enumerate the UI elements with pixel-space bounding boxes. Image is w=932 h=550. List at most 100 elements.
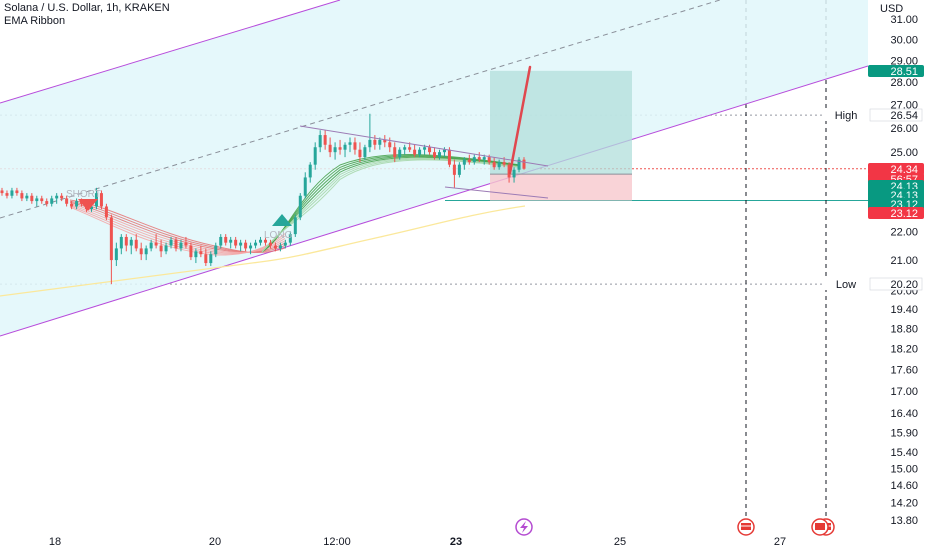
price-tick-label: 13.80: [890, 515, 918, 527]
candle-body: [333, 147, 337, 153]
price-label-bg: [868, 207, 924, 219]
level-tag-bg: [824, 109, 868, 121]
candle-body: [303, 177, 307, 196]
position-zones: [490, 70, 632, 201]
currency-label: USD: [880, 3, 903, 15]
price-tick-label: 15.90: [890, 427, 918, 439]
long-signal-label: LONG: [264, 230, 293, 241]
price-tick-label: 14.60: [890, 480, 918, 492]
price-label-bg: [869, 277, 923, 291]
candle-body: [50, 198, 54, 204]
price-tick-label: 17.60: [890, 364, 918, 376]
candle-body: [313, 147, 317, 165]
candle-body: [353, 142, 357, 150]
candle-body: [423, 147, 427, 150]
channel-lower-line: [0, 65, 869, 337]
candle-body: [209, 254, 213, 264]
time-tick-label: 23: [450, 536, 462, 548]
candle-body: [457, 164, 461, 175]
price-tick-label: 17.00: [890, 386, 918, 398]
lightning-bolt-icon: [520, 521, 528, 533]
candle-body: [0, 190, 4, 194]
candle-body: [437, 152, 441, 158]
price-tick-label: 30.00: [890, 34, 918, 46]
candle-body: [348, 142, 352, 145]
price-label: 26.54: [890, 110, 918, 122]
short-signal-label: SHORT: [66, 189, 101, 200]
short-signal-marker: [78, 199, 98, 211]
candle-body: [462, 159, 466, 165]
candle-body: [328, 144, 332, 153]
candle-body: [343, 144, 347, 150]
candle-body: [263, 239, 267, 243]
price-tick-label: 18.20: [890, 344, 918, 356]
time-tick-label: 27: [774, 536, 786, 548]
candle-body: [378, 139, 382, 145]
channel-upper-line: [0, 0, 341, 104]
candle-body: [199, 251, 203, 255]
candle-body: [472, 157, 476, 163]
price-tick-label: 16.40: [890, 408, 918, 420]
candle-body: [169, 239, 173, 246]
stop-zone: [490, 174, 632, 201]
candle-body: [15, 190, 19, 194]
candle-body: [249, 245, 253, 249]
time-tick-label: 12:00: [323, 536, 351, 548]
time-axis: 18 20 12:00 23 25 27: [0, 518, 932, 550]
resistance-line: [299, 125, 549, 167]
candle-body: [318, 135, 322, 148]
candle-body: [522, 159, 526, 169]
long-signal-marker: [272, 214, 292, 226]
candle-body: [388, 142, 392, 148]
candle-body: [20, 193, 24, 199]
candle-body: [70, 203, 74, 207]
candle-body: [159, 245, 163, 252]
candle-body: [189, 245, 193, 258]
candle-body: [60, 195, 64, 199]
price-axis-bg: [868, 0, 932, 550]
target-zone: [490, 70, 632, 175]
price-tick-label: 26.00: [890, 123, 918, 135]
candle-body: [65, 198, 69, 204]
candle-body: [487, 157, 491, 163]
candle-body: [254, 242, 258, 246]
projection-arrow: [508, 65, 532, 175]
time-tick-label: 25: [614, 536, 626, 548]
candle-body: [418, 149, 422, 155]
candle-body: [288, 234, 292, 243]
candle-body: [154, 242, 158, 246]
candle-body: [268, 242, 272, 246]
candle-body: [477, 157, 481, 160]
candle-body: [179, 242, 183, 249]
candle-body: [229, 239, 233, 243]
candle-body: [239, 242, 243, 246]
candle-body: [433, 152, 437, 158]
chart-header: Solana / U.S. Dollar, 1h, KRAKEN EMA Rib…: [4, 2, 170, 28]
candle-body: [273, 245, 277, 249]
candle-body: [442, 149, 446, 153]
candle-body: [293, 217, 297, 235]
flag-icon: [815, 523, 825, 530]
candle-body: [75, 201, 79, 207]
price-label: 28.51: [890, 66, 918, 78]
level-tag-bg: [824, 278, 868, 290]
price-tick-label: 14.20: [890, 497, 918, 509]
candle-body: [184, 242, 188, 246]
candle-body: [119, 236, 123, 249]
candle-body: [403, 147, 407, 150]
candle-body: [512, 169, 516, 178]
candle-body: [368, 139, 372, 148]
indicator-label[interactable]: EMA Ribbon: [4, 15, 66, 27]
candle-body: [298, 195, 302, 218]
candle-body: [40, 198, 44, 202]
price-label: 23.12: [890, 208, 918, 220]
candle-body: [373, 139, 377, 145]
candle-body: [149, 242, 153, 249]
candle-body: [129, 239, 133, 246]
price-tick-label: 19.40: [890, 304, 918, 316]
price-tick-label: 31.00: [890, 14, 918, 26]
price-tick-label: 25.00: [890, 147, 918, 159]
candle-body: [308, 164, 312, 178]
candle-body: [224, 236, 228, 243]
